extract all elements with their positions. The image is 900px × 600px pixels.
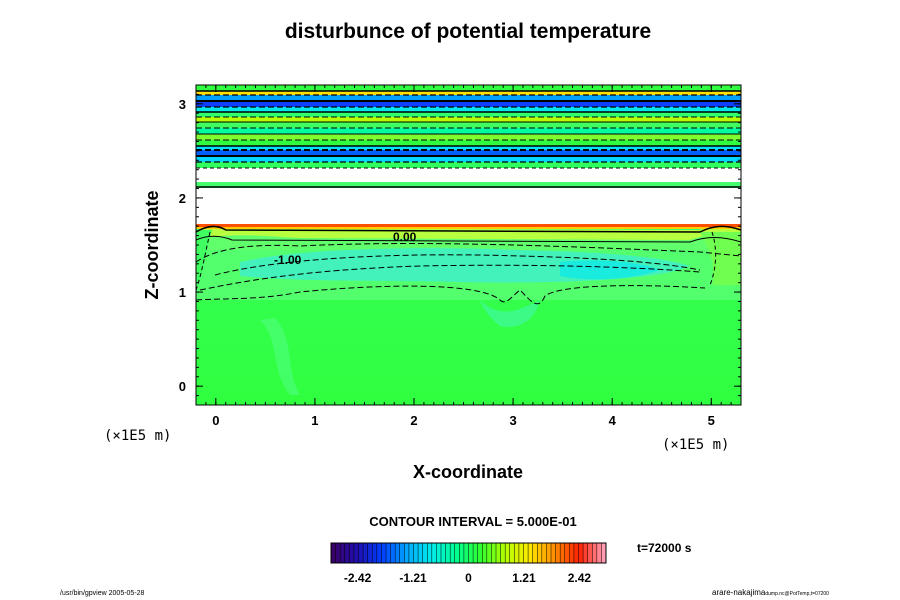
colorbar-cell <box>372 543 378 563</box>
plot-area: -1.00 0.00 <box>196 85 741 405</box>
y-axis-label: Z-coordinate <box>142 190 162 299</box>
footer-author-main: arare-nakajima <box>712 588 766 597</box>
colorbar-cell <box>514 543 520 563</box>
colorbar-cell <box>532 543 538 563</box>
colorbar-cell <box>436 543 442 563</box>
colorbar-cell <box>537 543 543 563</box>
colorbar-cell <box>473 543 479 563</box>
colorbar-cell <box>381 543 387 563</box>
colorbar-cell <box>486 543 492 563</box>
colorbar-tick-label: 1.21 <box>512 571 536 585</box>
colorbar-cell <box>573 543 579 563</box>
colorbar-cell <box>386 543 392 563</box>
footer-author: arare-nakajimadump.nc@PotTemp,t=07200 <box>712 588 829 597</box>
y-unit-label: (×1E5 m) <box>104 428 171 444</box>
colorbar-cell <box>468 543 474 563</box>
x-tick-label: 2 <box>410 413 417 428</box>
colorbar-cell <box>601 543 607 563</box>
x-tick-label: 3 <box>509 413 516 428</box>
colorbar-cell <box>583 543 589 563</box>
colorbar-cell <box>564 543 570 563</box>
colorbar-cell <box>578 543 584 563</box>
colorbar-cell <box>541 543 547 563</box>
colorbar-cell <box>363 543 369 563</box>
contour-lines <box>196 90 741 305</box>
colorbar-cell <box>418 543 424 563</box>
undefined-region <box>196 188 741 224</box>
colorbar-cell <box>569 543 575 563</box>
footer-command: /usr/bin/gpview 2005-05-28 <box>60 590 145 597</box>
y-tick-label: 2 <box>179 191 186 206</box>
colorbar-cell <box>491 543 497 563</box>
colorbar-cell <box>335 543 341 563</box>
x-tick-label: 5 <box>708 413 715 428</box>
y-tick-label: 1 <box>179 285 186 300</box>
colorbar-cell <box>560 543 566 563</box>
colorbar-cell <box>353 543 359 563</box>
contour-interval: CONTOUR INTERVAL = 5.000E-01 <box>369 514 576 529</box>
colorbar-cell <box>413 543 419 563</box>
colorbar-tick-label: -2.42 <box>344 571 372 585</box>
upper-layer-bands <box>196 85 741 182</box>
colorbar-cell <box>463 543 469 563</box>
colorbar-tick-label: 0 <box>465 571 472 585</box>
y-tick-label: 3 <box>179 97 186 112</box>
colorbar-cell <box>358 543 364 563</box>
colorbar-cell <box>500 543 506 563</box>
colorbar-cell <box>340 543 346 563</box>
colorbar-cell <box>441 543 447 563</box>
colorbar-cell <box>509 543 515 563</box>
footer-author-sub: dump.nc@PotTemp,t=07200 <box>765 591 829 597</box>
colorbar-cell <box>505 543 511 563</box>
contour-label-zero: 0.00 <box>393 230 417 244</box>
x-tick-label: 0 <box>212 413 219 428</box>
x-tick-label: 1 <box>311 413 318 428</box>
colorbar-cell <box>546 543 552 563</box>
axes: 0 1 2 3 4 5 0 1 2 3 <box>179 85 742 428</box>
colorbar-cell <box>408 543 414 563</box>
x-tick-label: 4 <box>609 413 617 428</box>
colorbar-cell <box>390 543 396 563</box>
colorbar-cell <box>404 543 410 563</box>
colorbar-cell <box>496 543 502 563</box>
y-tick-label: 0 <box>179 379 186 394</box>
colorbar-cell <box>427 543 433 563</box>
colorbar-cell <box>587 543 593 563</box>
colorbar-cell <box>331 543 337 563</box>
colorbar-cell <box>518 543 524 563</box>
colorbar-cell <box>367 543 373 563</box>
colorbar-cell <box>596 543 602 563</box>
colorbar-cell <box>459 543 465 563</box>
colorbar: -2.42 -1.21 0 1.21 2.42 <box>330 542 607 585</box>
colorbar-cell <box>528 543 534 563</box>
colorbar-cell <box>482 543 488 563</box>
colorbar-cell <box>431 543 437 563</box>
x-unit-label: (×1E5 m) <box>662 437 729 453</box>
chart-title: disturbunce of potential temperature <box>285 20 651 43</box>
colorbar-cell <box>555 543 561 563</box>
colorbar-cell <box>477 543 483 563</box>
colorbar-cell <box>445 543 451 563</box>
colorbar-cell <box>592 543 598 563</box>
colorbar-cell <box>523 543 529 563</box>
colorbar-tick-label: -1.21 <box>399 571 427 585</box>
colorbar-cell <box>551 543 557 563</box>
colorbar-cell <box>344 543 350 563</box>
colorbar-cell <box>399 543 405 563</box>
colorbar-cell <box>422 543 428 563</box>
colorbar-cell <box>376 543 382 563</box>
colorbar-cell <box>454 543 460 563</box>
time-label: t=72000 s <box>637 541 692 555</box>
colorbar-cell <box>349 543 355 563</box>
boundary-layer-field <box>196 224 741 405</box>
colorbar-tick-label: 2.42 <box>568 571 592 585</box>
contour-label-minus-one: -1.00 <box>274 253 302 267</box>
x-axis-label: X-coordinate <box>413 462 523 482</box>
colorbar-cell <box>450 543 456 563</box>
colorbar-frame <box>330 542 607 564</box>
colorbar-cell <box>395 543 401 563</box>
